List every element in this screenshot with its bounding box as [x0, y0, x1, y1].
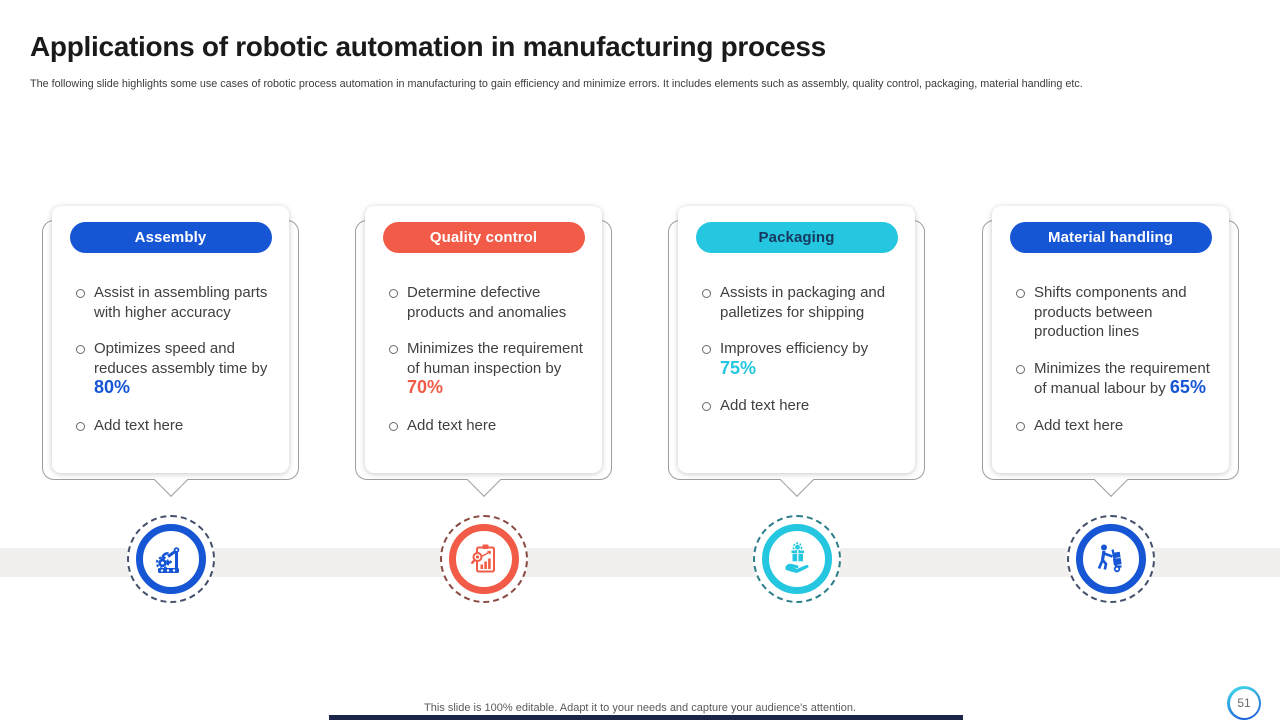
- use-case-card-material-handling: Material handling Shifts components and …: [982, 206, 1239, 616]
- bullet-text: Assists in packaging and palletizes for …: [720, 284, 886, 321]
- bullet-text: Optimizes speed and reduces assembly tim…: [94, 340, 268, 377]
- use-case-card-assembly: Assembly Assist in assembling parts with…: [42, 206, 299, 616]
- card-bullet-list: Determine defective products and anomali…: [365, 283, 602, 435]
- bullet-item: Optimizes speed and reduces assembly tim…: [67, 339, 277, 399]
- bullet-text: Assist in assembling parts with higher a…: [94, 284, 268, 321]
- page-number: 51: [1229, 688, 1259, 718]
- page-title: Applications of robotic automation in ma…: [30, 31, 826, 62]
- bullet-item: Improves efficiency by 75%: [693, 339, 903, 379]
- card-bullet-list: Shifts components and products between p…: [992, 283, 1229, 435]
- bullet-text: Add text here: [407, 416, 497, 434]
- slide-header: Applications of robotic automation in ma…: [30, 30, 1250, 91]
- card-icon-ring: [448, 524, 519, 594]
- card-title: Assembly: [134, 229, 207, 246]
- footer-note: This slide is 100% editable. Adapt it to…: [424, 702, 856, 714]
- bullet-text: Add text here: [720, 397, 810, 414]
- bullet-text: Determine defective products and anomali…: [407, 284, 567, 321]
- card-icon-ring: [1075, 524, 1146, 594]
- card-icon-ring: [135, 524, 206, 594]
- card-bullet-list: Assist in assembling parts with higher a…: [52, 283, 289, 435]
- card-header-pill: Assembly: [69, 222, 272, 253]
- page-number-badge: 51: [1227, 686, 1261, 720]
- bullet-text: Minimizes the requirement of human inspe…: [407, 340, 583, 377]
- card-header-pill: Material handling: [1009, 222, 1212, 253]
- highlight-value: 75%: [720, 357, 757, 378]
- bullet-item: Add text here: [380, 416, 590, 436]
- use-case-card-packaging: Packaging Assists in packaging and palle…: [668, 206, 925, 616]
- bullet-item: Assist in assembling parts with higher a…: [67, 283, 277, 322]
- packaging-hand-box-icon: [752, 515, 841, 603]
- bullet-item: Minimizes the requirement of manual labo…: [1007, 359, 1217, 399]
- card-header-pill: Packaging: [695, 222, 898, 253]
- bullet-item: Shifts components and products between p…: [1007, 283, 1217, 342]
- card-title: Quality control: [429, 229, 538, 246]
- bullet-text: Shifts components and products between p…: [1034, 284, 1187, 340]
- card-panel: Assembly Assist in assembling parts with…: [52, 206, 289, 473]
- highlight-value: 80%: [94, 377, 131, 397]
- page-subtitle: The following slide highlights some use …: [30, 78, 1083, 90]
- footer-accent-bar: [329, 715, 963, 720]
- bullet-text: Add text here: [94, 416, 184, 434]
- hand-truck-icon: [1066, 515, 1155, 603]
- bullet-text: Improves efficiency by: [720, 340, 869, 357]
- bullet-text: Add text here: [1034, 416, 1124, 434]
- card-icon-ring: [761, 524, 832, 594]
- quality-inspection-icon: [439, 515, 528, 603]
- highlight-value: 70%: [407, 377, 444, 397]
- card-panel: Packaging Assists in packaging and palle…: [678, 206, 915, 473]
- bullet-item: Add text here: [1007, 416, 1217, 436]
- bullet-item: Assists in packaging and palletizes for …: [693, 283, 903, 322]
- highlight-value: 65%: [1169, 377, 1206, 397]
- bullet-item: Determine defective products and anomali…: [380, 283, 590, 322]
- robotic-arm-icon: [126, 515, 215, 603]
- card-bullet-list: Assists in packaging and palletizes for …: [678, 283, 915, 416]
- card-panel: Material handling Shifts components and …: [992, 206, 1229, 473]
- card-panel: Quality control Determine defective prod…: [365, 206, 602, 473]
- bullet-text: Minimizes the requirement of manual labo…: [1034, 359, 1210, 398]
- card-header-pill: Quality control: [382, 222, 585, 253]
- card-title: Packaging: [758, 229, 835, 246]
- use-case-card-quality-control: Quality control Determine defective prod…: [355, 206, 612, 616]
- bullet-item: Minimizes the requirement of human inspe…: [380, 339, 590, 399]
- card-title: Material handling: [1047, 229, 1174, 246]
- bullet-item: Add text here: [693, 396, 903, 416]
- bullet-item: Add text here: [67, 416, 277, 436]
